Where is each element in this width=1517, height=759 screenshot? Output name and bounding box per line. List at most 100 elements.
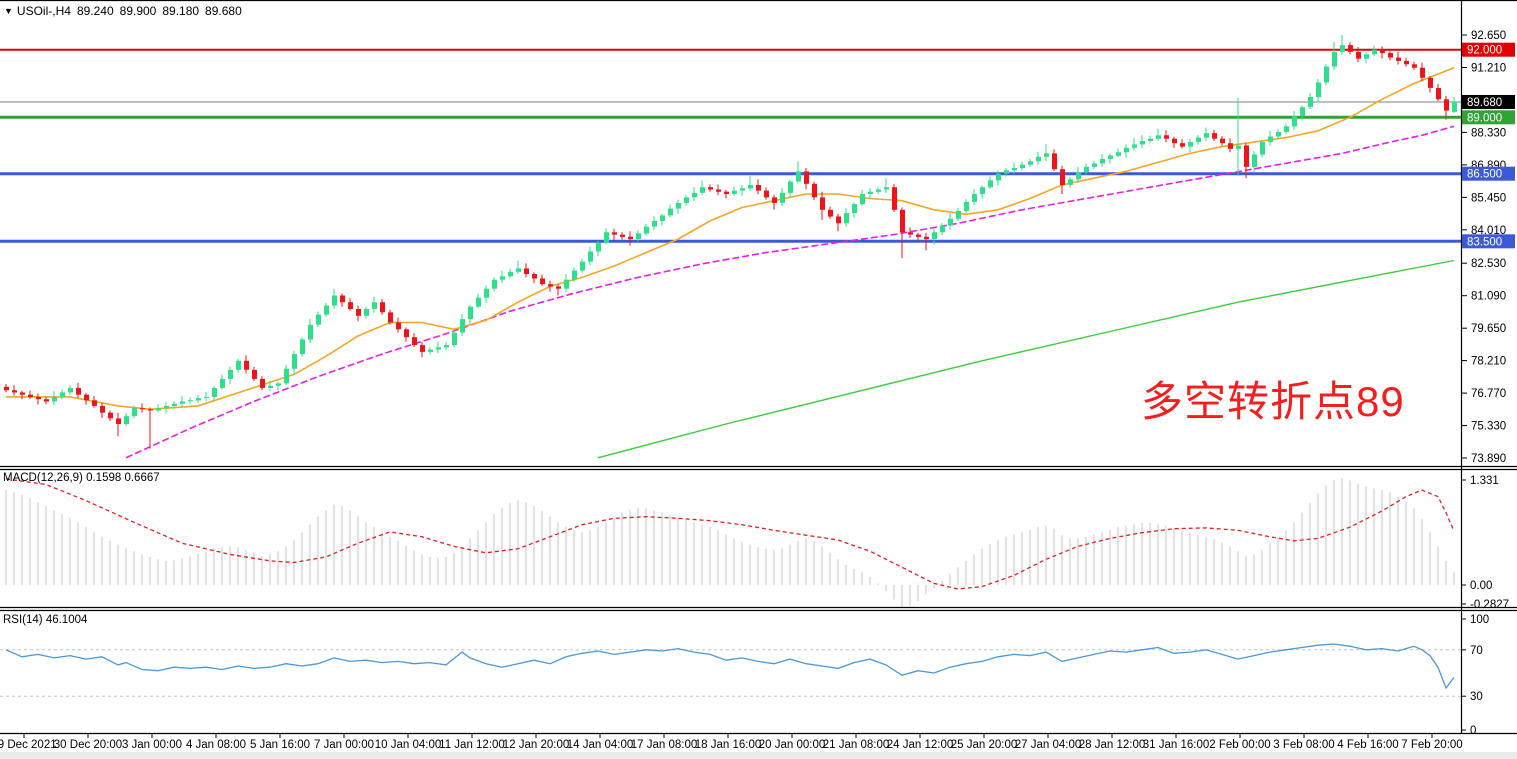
candle-body (124, 416, 129, 424)
candle-body (980, 187, 985, 194)
candle-body (916, 234, 921, 237)
rsi-pane[interactable] (0, 643, 1461, 697)
candle-body (252, 369, 257, 379)
candle-body (1324, 66, 1329, 83)
price-axis-label: 79.650 (1471, 323, 1506, 335)
candle-body (340, 295, 345, 303)
candle-body (676, 203, 681, 209)
macd-axis-label: 1.331 (1470, 475, 1499, 487)
candle-body (1052, 153, 1057, 170)
candle-body (508, 271, 513, 277)
candle-body (1076, 172, 1081, 180)
chart-text-annotation[interactable]: 多空转折点89 (1141, 378, 1405, 425)
candle-body (92, 400, 97, 406)
candle-body (1244, 145, 1249, 167)
candle-body (628, 236, 633, 240)
candle-body (924, 236, 929, 240)
time-axis-label: 28 Jan 12:00 (1079, 739, 1146, 751)
candle-body (516, 268, 521, 272)
candle-body (484, 288, 489, 298)
candle-body (1300, 107, 1305, 117)
candle-body (28, 394, 33, 397)
candle-body (1156, 135, 1161, 139)
candle-body (356, 309, 361, 316)
time-axis-label: 3 Jan 00:00 (122, 739, 182, 751)
candle-body (500, 276, 505, 280)
candle-body (436, 347, 441, 350)
candle-body (596, 242, 601, 252)
symbol-name: USOil-,H4 (16, 4, 71, 18)
candle-body (1012, 168, 1017, 171)
candle-body (60, 392, 65, 397)
candle-body (316, 314, 321, 325)
candle-body (540, 278, 545, 285)
candle-body (956, 210, 961, 219)
ohlc-close: 89.680 (205, 4, 242, 18)
candle-body (884, 187, 889, 190)
candle-body (1164, 135, 1169, 139)
candle-body (108, 412, 113, 419)
candle-body (716, 189, 721, 192)
candle-body (236, 360, 241, 370)
candle-body (1436, 88, 1441, 100)
candle-body (548, 284, 553, 287)
candle-body (36, 396, 41, 400)
candle-body (1212, 133, 1217, 139)
price-axis-label: 82.530 (1471, 258, 1506, 270)
ohlc-high: 89.900 (119, 4, 157, 18)
price-axis-label: 85.450 (1471, 192, 1506, 204)
candle-body (1116, 152, 1121, 156)
candle-body (188, 400, 193, 402)
candle-body (1100, 159, 1105, 164)
candle-body (1148, 138, 1153, 141)
candle-body (68, 387, 73, 393)
candle-body (1260, 142, 1265, 155)
candle-body (708, 187, 713, 190)
candle-body (868, 191, 873, 194)
macd-pane[interactable] (5, 478, 1455, 608)
candle-body (772, 197, 777, 203)
symbol-dropdown-icon[interactable]: ▼ (4, 6, 13, 16)
price-level-badge-text: 83.500 (1467, 236, 1502, 248)
candle-body (964, 201, 969, 211)
price-level-badge-text: 89.680 (1467, 97, 1502, 109)
candle-body (996, 173, 1001, 181)
candle-body (1252, 154, 1257, 167)
candle-body (1028, 161, 1033, 165)
candle-body (740, 188, 745, 191)
candle-body (828, 209, 833, 217)
rsi-line (5, 643, 1455, 690)
candle-body (588, 251, 593, 262)
candle-body (12, 390, 17, 393)
rsi-axis-label: 100 (1470, 614, 1489, 626)
time-axis-label: 4 Feb 16:00 (1337, 739, 1398, 751)
price-level-badge (1462, 95, 1515, 109)
candle-body (844, 213, 849, 224)
macd-axis-label: 0.00 (1470, 580, 1492, 592)
price-axis[interactable]: 92.65091.21088.33086.89085.45084.01082.5… (1461, 30, 1515, 465)
ma-slow-line (597, 259, 1455, 459)
price-axis-label: 75.330 (1471, 421, 1506, 433)
candle-body (1108, 155, 1113, 159)
price-level-badge-text: 86.500 (1467, 169, 1502, 181)
candle-body (388, 312, 393, 323)
time-axis-label: 12 Jan 20:00 (503, 739, 570, 751)
candle-body (1372, 49, 1377, 55)
rsi-axis-label: 70 (1470, 645, 1483, 657)
candle-body (260, 378, 265, 388)
candle-body (756, 185, 761, 191)
candle-body (396, 322, 401, 330)
candle-body (1316, 82, 1321, 98)
candle-body (276, 383, 281, 386)
candle-body (692, 192, 697, 198)
price-axis-label: 73.890 (1471, 453, 1506, 465)
candle-body (164, 405, 169, 409)
candle-body (1172, 138, 1177, 144)
candle-body (1196, 137, 1201, 143)
candle-body (116, 418, 121, 424)
time-axis-label: 4 Jan 08:00 (186, 739, 246, 751)
macd-axis-label: -0.2827 (1470, 599, 1509, 611)
candle-body (1092, 163, 1097, 167)
